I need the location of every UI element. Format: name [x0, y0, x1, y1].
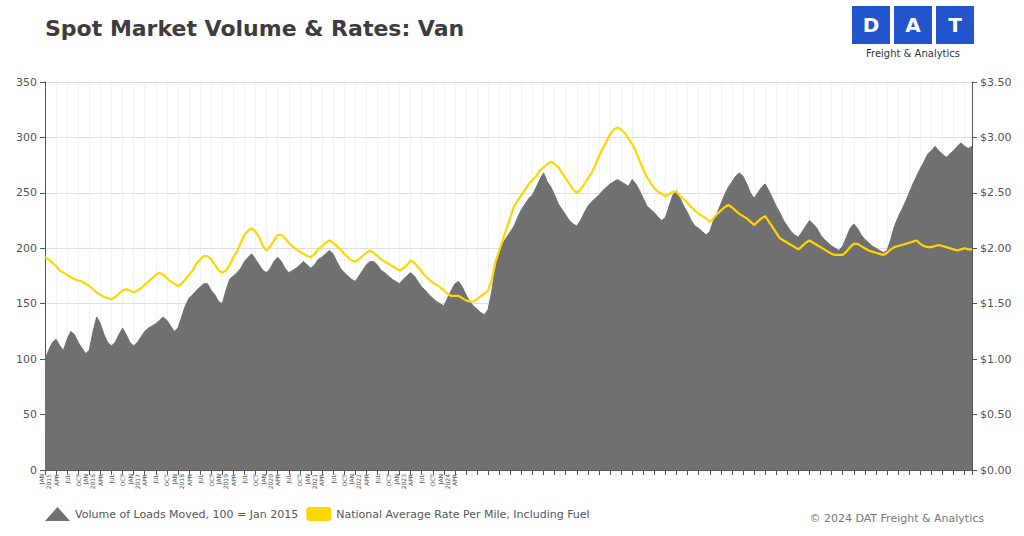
svg-text:JAN: JAN [126, 474, 134, 485]
svg-text:JAN: JAN [171, 474, 178, 485]
svg-text:JUL: JUL [108, 473, 116, 484]
svg-text:150: 150 [16, 297, 37, 310]
svg-text:JAN: JAN [303, 474, 311, 485]
svg-text:0: 0 [30, 464, 37, 477]
svg-text:APR: APR [53, 474, 60, 486]
svg-text:$3.00: $3.00 [980, 131, 1012, 144]
svg-text:APR: APR [318, 474, 325, 486]
svg-text:2024: 2024 [444, 474, 451, 489]
svg-text:JAN: JAN [436, 474, 444, 485]
svg-text:APR: APR [363, 474, 370, 486]
svg-text:OCT: OCT [296, 474, 303, 487]
svg-text:APR: APR [274, 474, 281, 486]
svg-text:100: 100 [16, 353, 37, 366]
svg-text:2017: 2017 [134, 474, 141, 489]
svg-text:JAN: JAN [392, 474, 400, 485]
svg-text:2016: 2016 [89, 474, 96, 489]
svg-text:2019: 2019 [222, 474, 229, 489]
svg-text:JUL: JUL [374, 473, 382, 484]
svg-text:JAN: JAN [82, 474, 90, 485]
svg-text:JUL: JUL [285, 473, 293, 484]
svg-text:APR: APR [97, 474, 104, 486]
svg-text:JUL: JUL [197, 473, 205, 484]
svg-text:APR: APR [230, 474, 237, 486]
svg-text:2022: 2022 [355, 474, 362, 489]
svg-text:2023: 2023 [400, 474, 407, 489]
svg-text:50: 50 [23, 408, 37, 421]
svg-text:350: 350 [16, 76, 37, 89]
svg-text:D: D [863, 13, 880, 37]
svg-text:OCT: OCT [119, 474, 126, 487]
svg-text:300: 300 [16, 131, 37, 144]
svg-text:$2.50: $2.50 [980, 186, 1012, 199]
svg-text:250: 250 [16, 186, 37, 199]
svg-text:National Average Rate Per Mile: National Average Rate Per Mile, Includin… [336, 508, 589, 521]
svg-text:OCT: OCT [429, 474, 436, 487]
svg-text:$2.00: $2.00 [980, 242, 1012, 255]
svg-text:APR: APR [186, 474, 193, 486]
svg-text:JAN: JAN [348, 474, 356, 485]
svg-text:Freight & Analytics: Freight & Analytics [866, 48, 960, 59]
svg-text:JAN: JAN [259, 474, 267, 485]
svg-text:JUL: JUL [64, 473, 72, 484]
svg-text:T: T [948, 13, 962, 37]
svg-text:Spot Market Volume & Rates: Va: Spot Market Volume & Rates: Van [45, 16, 464, 41]
svg-text:JUL: JUL [152, 473, 160, 484]
svg-text:JUL: JUL [418, 473, 426, 484]
svg-text:OCT: OCT [252, 474, 259, 487]
svg-text:JUL: JUL [330, 473, 338, 484]
svg-text:$1.00: $1.00 [980, 353, 1012, 366]
svg-text:$3.50: $3.50 [980, 76, 1012, 89]
svg-text:APR: APR [141, 474, 148, 486]
svg-text:2021: 2021 [311, 474, 318, 489]
svg-text:2018: 2018 [178, 474, 185, 489]
svg-text:JAN: JAN [38, 474, 45, 485]
svg-text:OCT: OCT [341, 474, 348, 487]
svg-text:2020: 2020 [267, 474, 274, 489]
svg-text:APR: APR [407, 474, 414, 486]
svg-text:OCT: OCT [208, 474, 215, 487]
svg-text:APR: APR [451, 474, 458, 486]
svg-text:Volume of Loads Moved, 100 = J: Volume of Loads Moved, 100 = Jan 2015 [75, 508, 298, 521]
svg-text:OCT: OCT [75, 474, 82, 487]
svg-text:OCT: OCT [385, 474, 392, 487]
svg-text:© 2024 DAT Freight & Analytics: © 2024 DAT Freight & Analytics [809, 512, 984, 525]
svg-text:$1.50: $1.50 [980, 297, 1012, 310]
svg-text:JAN: JAN [215, 474, 223, 485]
svg-text:$0.50: $0.50 [980, 408, 1012, 421]
svg-text:JUL: JUL [241, 473, 249, 484]
svg-text:$0.00: $0.00 [980, 464, 1012, 477]
svg-text:2015: 2015 [45, 474, 52, 489]
svg-text:A: A [905, 13, 921, 37]
svg-text:OCT: OCT [163, 474, 170, 487]
svg-text:200: 200 [16, 242, 37, 255]
